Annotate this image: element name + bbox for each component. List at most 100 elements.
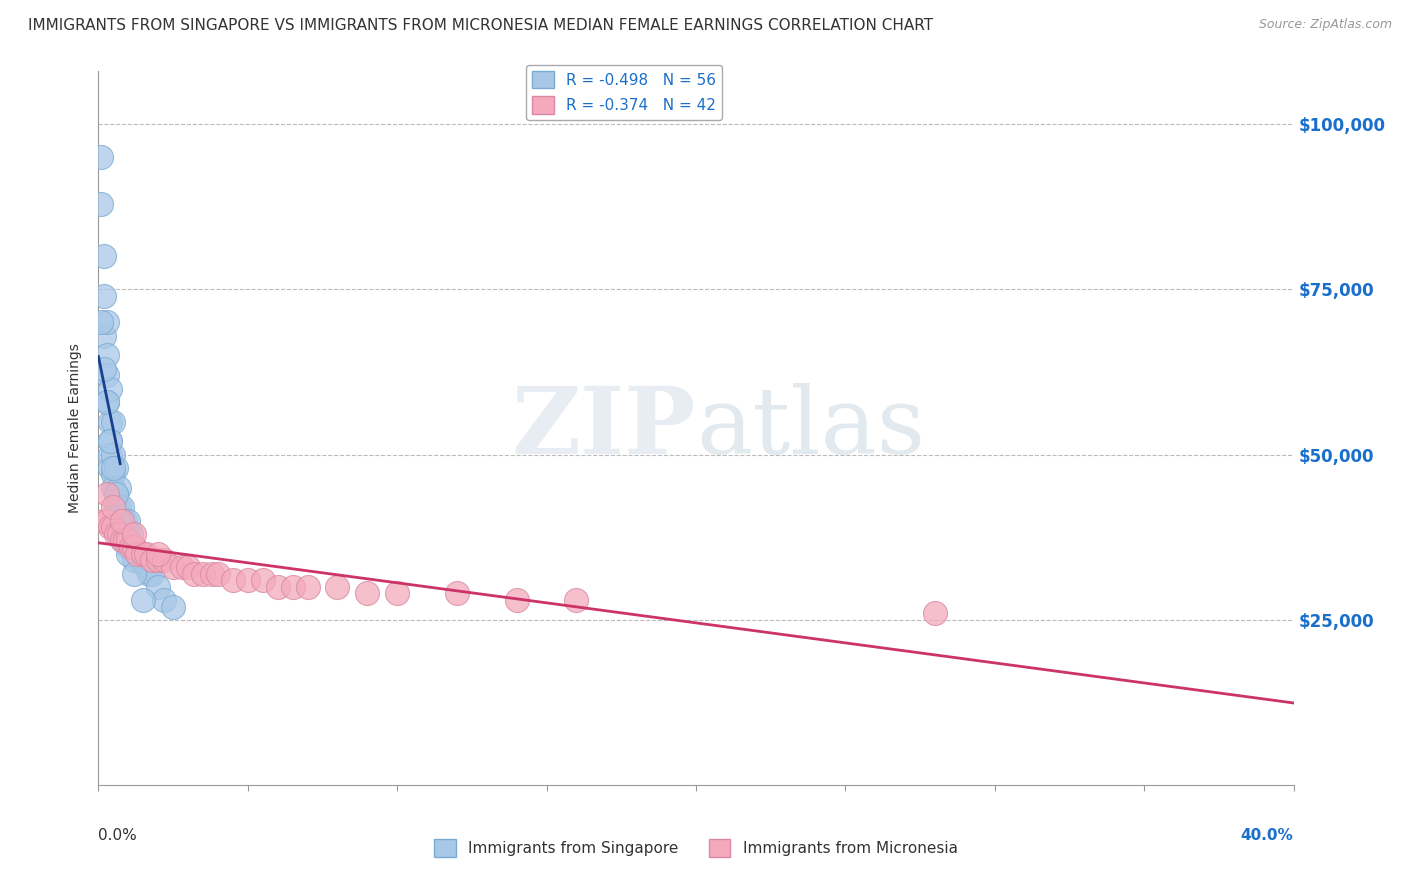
Point [117, 514, 139, 528]
Point [177, 560, 200, 574]
Point [141, 566, 163, 581]
Y-axis label: Median Female Earnings: Median Female Earnings [69, 343, 83, 513]
Point [124, 566, 146, 581]
Point [924, 606, 946, 620]
Point [162, 560, 184, 574]
Point [111, 533, 134, 548]
Point [120, 540, 142, 554]
Point [356, 586, 378, 600]
Text: IMMIGRANTS FROM SINGAPORE VS IMMIGRANTS FROM MICRONESIA MEDIAN FEMALE EARNINGS C: IMMIGRANTS FROM SINGAPORE VS IMMIGRANTS … [28, 18, 934, 33]
Point [98, 434, 122, 449]
Point [108, 514, 131, 528]
Point [148, 580, 170, 594]
Point [446, 586, 468, 600]
Point [111, 514, 134, 528]
Point [172, 560, 194, 574]
Text: ZIP: ZIP [512, 384, 696, 473]
Point [120, 540, 142, 554]
Point [98, 520, 122, 534]
Point [114, 533, 136, 548]
Point [98, 448, 122, 462]
Point [114, 514, 136, 528]
Point [236, 573, 259, 587]
Text: atlas: atlas [696, 384, 925, 473]
Point [153, 553, 176, 567]
Point [148, 553, 170, 567]
Point [93, 249, 115, 263]
Point [506, 593, 529, 607]
Point [105, 527, 128, 541]
Point [103, 467, 125, 482]
Point [385, 586, 409, 600]
Point [135, 547, 157, 561]
Point [98, 415, 122, 429]
Point [93, 514, 115, 528]
Point [124, 527, 146, 541]
Point [105, 500, 128, 515]
Point [90, 196, 112, 211]
Point [108, 500, 131, 515]
Point [111, 533, 134, 548]
Point [105, 460, 128, 475]
Point [96, 349, 118, 363]
Point [252, 573, 274, 587]
Point [90, 150, 112, 164]
Point [105, 487, 128, 501]
Point [108, 481, 131, 495]
Point [103, 520, 125, 534]
Point [111, 500, 134, 515]
Point [117, 533, 139, 548]
Point [124, 553, 146, 567]
Point [103, 415, 125, 429]
Point [117, 547, 139, 561]
Point [120, 527, 142, 541]
Point [124, 540, 146, 554]
Point [114, 527, 136, 541]
Point [96, 514, 118, 528]
Text: 0.0%: 0.0% [98, 828, 138, 843]
Point [132, 553, 155, 567]
Point [153, 593, 176, 607]
Point [98, 382, 122, 396]
Point [565, 593, 588, 607]
Point [267, 580, 290, 594]
Point [281, 580, 304, 594]
Point [103, 448, 125, 462]
Point [162, 599, 184, 614]
Point [201, 566, 224, 581]
Point [111, 514, 134, 528]
Point [222, 573, 245, 587]
Point [127, 547, 149, 561]
Point [90, 315, 112, 329]
Point [96, 394, 118, 409]
Point [98, 434, 122, 449]
Point [191, 566, 214, 581]
Point [132, 547, 155, 561]
Point [96, 487, 118, 501]
Point [93, 328, 115, 343]
Point [148, 547, 170, 561]
Point [117, 527, 139, 541]
Legend: Immigrants from Singapore, Immigrants from Micronesia: Immigrants from Singapore, Immigrants fr… [429, 833, 963, 863]
Point [96, 368, 118, 383]
Point [103, 481, 125, 495]
Text: 40.0%: 40.0% [1240, 828, 1294, 843]
Point [93, 289, 115, 303]
Point [103, 500, 125, 515]
Point [98, 460, 122, 475]
Point [108, 527, 131, 541]
Point [141, 553, 163, 567]
Point [138, 566, 160, 581]
Point [132, 593, 155, 607]
Text: Source: ZipAtlas.com: Source: ZipAtlas.com [1258, 18, 1392, 31]
Point [127, 547, 149, 561]
Point [111, 527, 134, 541]
Point [135, 560, 157, 574]
Point [103, 460, 125, 475]
Point [108, 514, 131, 528]
Point [124, 540, 146, 554]
Point [129, 553, 152, 567]
Point [326, 580, 349, 594]
Point [96, 315, 118, 329]
Point [93, 361, 115, 376]
